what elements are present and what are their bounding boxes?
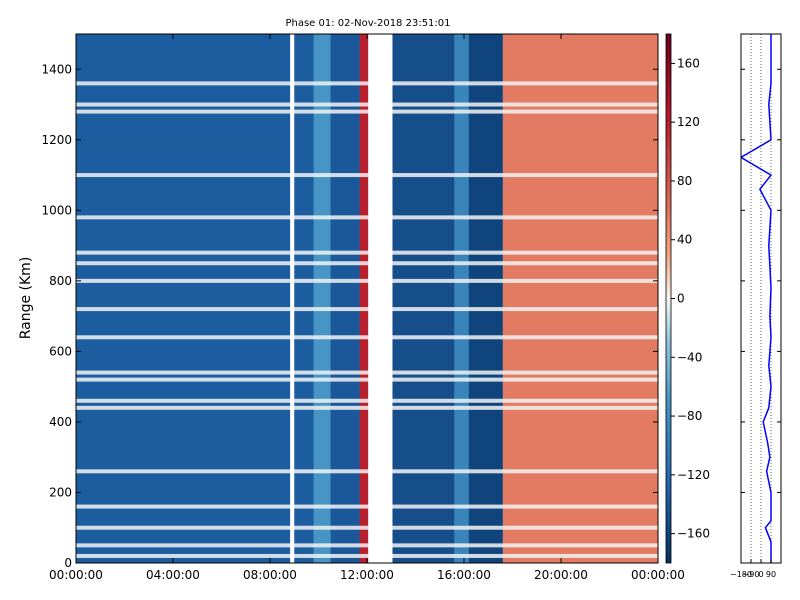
colorbar-tick-label-4: 0 [677, 292, 685, 306]
range-band-16 [76, 109, 658, 114]
profile-x-tick-label-2: 0 [758, 570, 763, 579]
colorbar-tick-label-6: −80 [677, 409, 702, 423]
colorbar [665, 33, 672, 564]
profile-x-tick-label-0: −180 [730, 570, 752, 579]
y-axis-label: Range (Km) [18, 257, 34, 340]
x-tick-label-4: 16:00:00 [437, 568, 491, 582]
range-band-12 [76, 261, 658, 266]
x-tick-label-5: 20:00:00 [534, 568, 588, 582]
colorbar-tick-label-7: −120 [677, 468, 710, 482]
y-tick-label-6: 1200 [41, 133, 72, 147]
y-tick-label-0: 0 [64, 556, 72, 570]
y-tick-label-7: 1400 [41, 62, 72, 76]
main-chart-title: Phase 01: 02-Nov-2018 23:51:01 [285, 18, 450, 29]
profile-x-tick-label-3: 90 [766, 570, 776, 579]
range-band-9 [76, 335, 658, 340]
x-tick-label-6: 00:00:00 [631, 568, 685, 582]
range-band-2 [76, 525, 658, 530]
range-band-17 [76, 102, 658, 107]
x-tick-label-1: 04:00:00 [146, 568, 200, 582]
heatmap-plot-area [76, 34, 658, 563]
y-tick-label-3: 600 [49, 344, 72, 358]
y-tick-label-2: 400 [49, 415, 72, 429]
range-band-1 [76, 543, 658, 548]
range-band-18 [76, 81, 658, 86]
heatmap-region-3 [359, 34, 369, 563]
x-tick-label-3: 12:00:00 [340, 568, 394, 582]
range-band-14 [76, 215, 658, 220]
colorbar-tick-label-0: 160 [677, 56, 700, 70]
range-band-4 [76, 469, 658, 474]
colorbar-tick-label-1: 120 [677, 115, 700, 129]
range-band-13 [76, 250, 658, 255]
heatmap-region-6 [468, 34, 503, 563]
x-tick-label-2: 08:00:00 [243, 568, 297, 582]
colorbar-tick-label-2: 80 [677, 174, 692, 188]
y-tick-label-4: 800 [49, 274, 72, 288]
heatmap-region-7 [502, 34, 658, 563]
colorbar-tick-label-3: 40 [677, 233, 692, 247]
range-band-5 [76, 405, 658, 410]
range-band-10 [76, 307, 658, 312]
colorbar-tick-label-5: −40 [677, 350, 702, 364]
range-band-11 [76, 278, 658, 283]
heatmap-region-0 [76, 34, 314, 563]
profile-line [741, 34, 773, 563]
range-band-3 [76, 504, 658, 509]
range-band-7 [76, 377, 658, 382]
heatmap-region-1 [313, 34, 331, 563]
data-gap-0 [290, 34, 295, 563]
heatmap-region-4 [392, 34, 455, 563]
heatmap-region-2 [330, 34, 360, 563]
profile-x-tick-label-1: −90 [743, 570, 760, 579]
y-tick-label-1: 200 [49, 485, 72, 499]
range-band-8 [76, 370, 658, 375]
heatmap-region-5 [454, 34, 469, 563]
y-tick-label-5: 1000 [41, 203, 72, 217]
data-gap-1 [368, 34, 393, 563]
x-tick-label-0: 00:00:00 [49, 568, 103, 582]
range-band-6 [76, 398, 658, 403]
range-band-0 [76, 553, 658, 558]
range-band-15 [76, 173, 658, 178]
colorbar-tick-label-8: −160 [677, 527, 710, 541]
